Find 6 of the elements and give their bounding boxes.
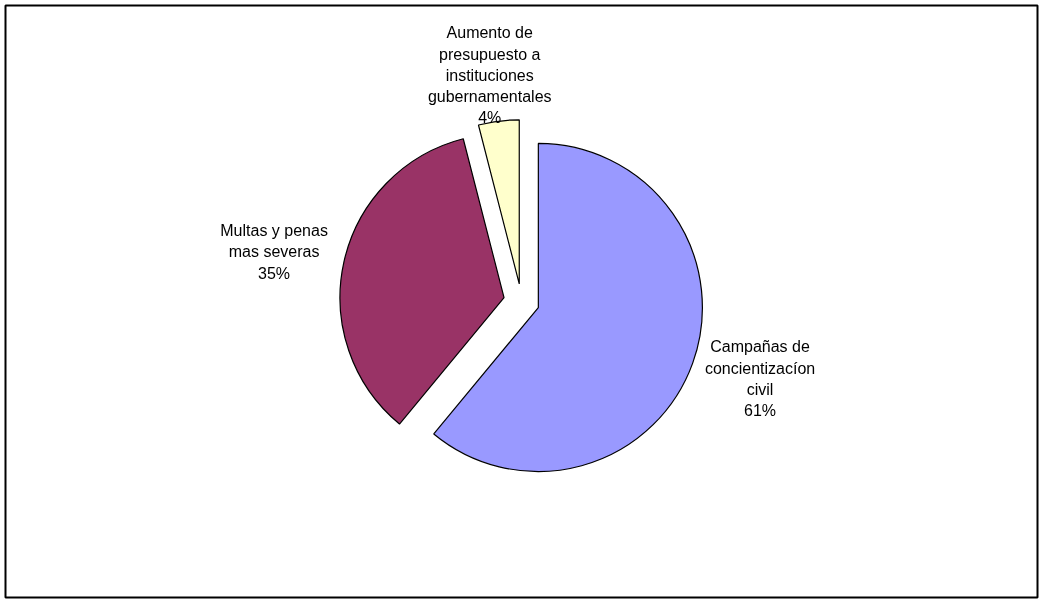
slice-label: Campañas de concientizacíon civil [704,338,816,398]
data-label: 61% [744,402,777,420]
slice-label: Aumento de presupuesto a instituciones gubernamentales [427,24,552,106]
slice-label: Multas y penas mas severas [220,222,328,261]
data-label: 4% [478,109,502,127]
data-label: 35% [258,264,291,282]
